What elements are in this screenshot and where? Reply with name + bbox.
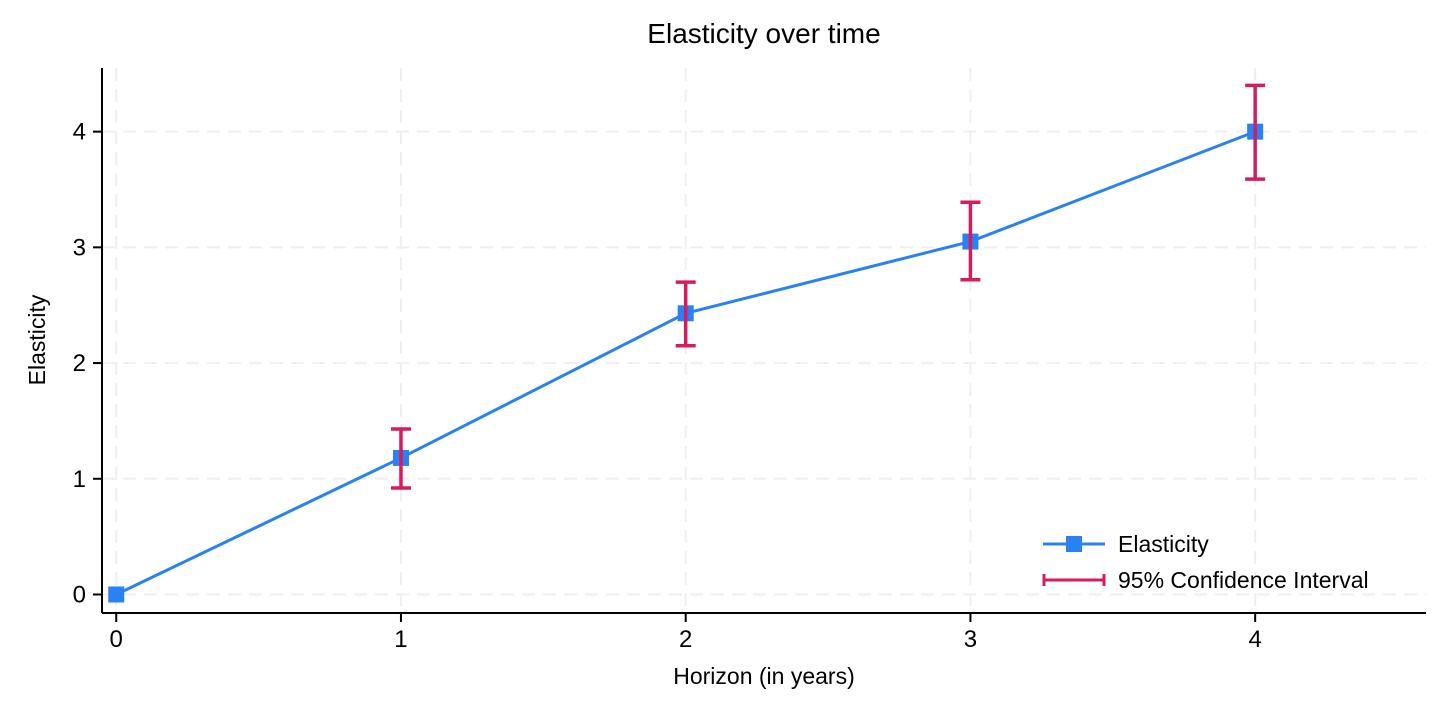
- x-tick-label: 4: [1248, 626, 1261, 653]
- x-axis-label: Horizon (in years): [673, 663, 855, 689]
- chart-title: Elasticity over time: [647, 18, 881, 49]
- elasticity-series-icon: [1043, 536, 1105, 552]
- legend-series-marker: [1066, 536, 1082, 552]
- x-tick-label: 2: [679, 626, 692, 653]
- x-tick-label: 1: [394, 626, 407, 653]
- y-tick-label: 0: [73, 581, 86, 608]
- x-tick-label: 3: [964, 626, 977, 653]
- y-tick-label: 3: [73, 234, 86, 261]
- legend-item-elasticity: Elasticity: [1042, 531, 1369, 557]
- legend-label-ci: 95% Confidence Interval: [1118, 567, 1369, 593]
- confidence-interval-icon: [1042, 574, 1106, 586]
- y-tick-label: 4: [73, 119, 86, 146]
- y-tick-label: 1: [73, 466, 86, 493]
- legend-item-ci: 95% Confidence Interval: [1042, 567, 1369, 593]
- legend: Elasticity 95% Confidence Interval: [1042, 531, 1369, 593]
- y-tick-label: 2: [73, 350, 86, 377]
- y-axis-label: Elasticity: [24, 294, 50, 386]
- x-tick-label: 0: [110, 626, 123, 653]
- legend-label-elasticity: Elasticity: [1118, 531, 1209, 557]
- data-point-marker: [108, 586, 125, 603]
